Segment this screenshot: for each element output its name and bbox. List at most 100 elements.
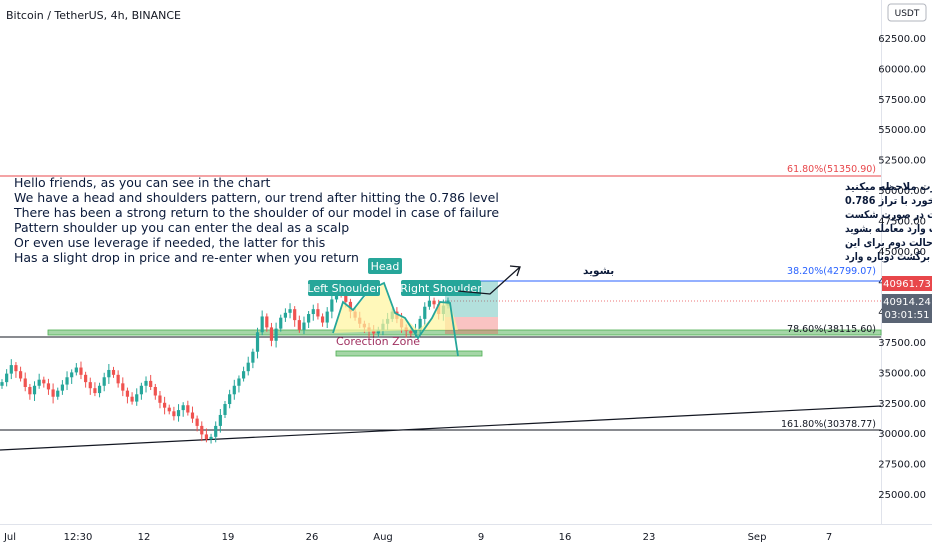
- candle-body: [56, 390, 60, 397]
- left-shoulder-text: Left Shoulder: [307, 282, 381, 295]
- candle-body: [46, 383, 51, 390]
- candle-body: [274, 328, 278, 341]
- candle-body: [172, 411, 176, 417]
- candle-body: [423, 306, 427, 319]
- candle-body: [167, 407, 171, 412]
- candle-body: [5, 373, 9, 383]
- price-tick-label: 25000.00: [878, 490, 926, 501]
- candle-body: [330, 299, 334, 312]
- price-tick-label: 60000.00: [878, 64, 926, 75]
- candle-body: [121, 383, 125, 391]
- price-tick-label: 30000.00: [878, 429, 926, 440]
- note-line-fa: بشوید: [583, 265, 614, 277]
- time-tick-label: 12: [138, 532, 151, 543]
- candle-body: [181, 405, 185, 411]
- candle-body: [372, 331, 376, 334]
- candle-body: [241, 371, 246, 379]
- pattern-line[interactable]: [332, 281, 459, 357]
- price-axis[interactable]: 25000.00 27500.00 30000.00 32500.00 35000.00…: [878, 34, 926, 501]
- candle-body: [32, 385, 37, 395]
- stop-loss-area[interactable]: [445, 317, 498, 334]
- candle-body: [116, 374, 120, 384]
- trend-line[interactable]: [0, 405, 882, 451]
- price-tick-label: 45000.00: [878, 247, 926, 258]
- candle-body: [88, 382, 92, 389]
- candle-body: [158, 395, 162, 403]
- fib-label-1618: 161.80%(30378.77): [781, 419, 876, 430]
- time-tick-label: 12:30: [64, 532, 93, 543]
- candle-body: [51, 389, 55, 397]
- candle-body: [28, 386, 32, 395]
- chart-title: Bitcoin / TetherUS, 4h, BINANCE: [6, 9, 181, 22]
- candle-body: [9, 365, 13, 374]
- note-line-fa: برگشت قوی به سمت شانه الگوی ما داشته است…: [845, 208, 932, 221]
- candle-body: [186, 405, 190, 413]
- candle-body: [102, 377, 106, 386]
- note-line-fa: با سلام خدمت دوستان, همانطور که در چارت …: [845, 181, 932, 193]
- countdown-text: 03:01:51: [885, 310, 930, 321]
- candle-body: [307, 314, 311, 323]
- english-note[interactable]: Hello friends, as you can see in the cha…: [13, 175, 499, 265]
- price-tick-label: 55000.00: [878, 125, 926, 136]
- candle-body: [283, 312, 287, 318]
- right-shoulder-label[interactable]: Right Shoulder: [400, 280, 482, 296]
- left-shoulder-label[interactable]: Left Shoulder: [307, 280, 381, 296]
- candle-body: [204, 434, 209, 440]
- support-zone[interactable]: [47, 329, 882, 336]
- candle-body: [214, 425, 218, 437]
- persian-note[interactable]: با سلام خدمت دوستان, همانطور که در چارت …: [583, 181, 932, 277]
- candle-body: [23, 378, 27, 387]
- candle-body: [139, 385, 143, 395]
- candle-body: [288, 309, 292, 313]
- note-line-fa: شانه الگو به سمت بالا میتوانید به صورت ا…: [845, 222, 932, 235]
- time-tick-label: Aug: [373, 532, 393, 543]
- candle-body: [427, 300, 432, 307]
- candle-body: [316, 309, 320, 317]
- candle-body: [255, 332, 260, 352]
- time-tick-label: Sep: [748, 532, 767, 543]
- candle-body: [265, 316, 269, 328]
- candle-body: [176, 410, 181, 417]
- candle-body: [293, 309, 297, 321]
- candle-body: [218, 414, 222, 426]
- price-tick-label: 52500.00: [878, 156, 926, 167]
- candle-body: [344, 293, 348, 302]
- candle-body: [409, 331, 413, 334]
- head-label[interactable]: Head: [368, 258, 402, 274]
- candle-body: [135, 394, 139, 402]
- note-line: We have a head and shoulders pattern, ou…: [14, 190, 499, 205]
- candle-body: [42, 379, 46, 384]
- price-tick-label: 35000.00: [878, 368, 926, 379]
- candle-body: [269, 327, 274, 341]
- note-line: Hello friends, as you can see in the cha…: [14, 175, 271, 190]
- candle-body: [251, 351, 255, 363]
- candle-body: [37, 379, 41, 386]
- candle-body: [223, 404, 227, 415]
- candle-body: [65, 377, 69, 385]
- candle-body: [432, 300, 436, 305]
- time-tick-label: 7: [826, 532, 832, 543]
- current-price-text: 40914.24: [883, 297, 931, 308]
- time-tick-label: 26: [306, 532, 319, 543]
- time-axis[interactable]: Jul 12:30 12 19 26 Aug 9 16 23 Sep 7: [3, 532, 832, 543]
- price-tick-label: 47500.00: [878, 216, 926, 227]
- price-tick-label: 32500.00: [878, 399, 926, 410]
- candle-body: [311, 309, 315, 315]
- correction-zone-box[interactable]: [335, 350, 483, 357]
- candle-body: [190, 412, 195, 419]
- candle-body: [297, 320, 301, 330]
- candle-body: [18, 371, 23, 379]
- candle-body: [60, 384, 64, 391]
- candle-body: [302, 322, 306, 330]
- candle-body: [93, 388, 97, 394]
- candle-body: [144, 380, 148, 386]
- projection-arrow[interactable]: [457, 266, 521, 295]
- candle-body: [125, 390, 130, 397]
- time-tick-label: 19: [222, 532, 235, 543]
- currency-button[interactable]: USDT: [887, 3, 927, 22]
- fib-label-618: 61.80%(51350.90): [787, 164, 876, 175]
- price-tick-label: 50000.00: [878, 186, 926, 197]
- candle-body: [418, 318, 422, 330]
- candle-body: [130, 396, 134, 402]
